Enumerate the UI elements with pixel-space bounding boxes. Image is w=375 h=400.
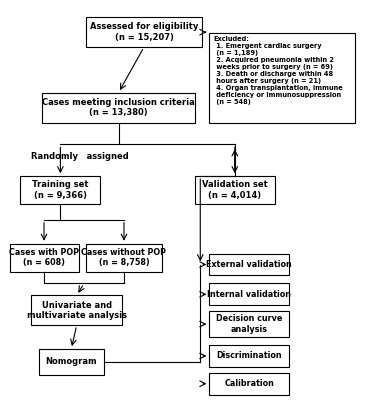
- Bar: [209, 284, 289, 305]
- Text: Excluded:
 1. Emergent cardiac surgery
 (n = 1,189)
 2. Acquired pneumonia withi: Excluded: 1. Emergent cardiac surgery (n…: [214, 36, 342, 105]
- Bar: [209, 311, 289, 337]
- Text: Validation set
(n = 4,014): Validation set (n = 4,014): [202, 180, 268, 200]
- Text: Assessed for eligibility
(n = 15,207): Assessed for eligibility (n = 15,207): [90, 22, 198, 42]
- Bar: [9, 244, 78, 272]
- Text: Internal validation: Internal validation: [207, 290, 291, 299]
- Text: Calibration: Calibration: [224, 379, 274, 388]
- Bar: [39, 349, 104, 375]
- Bar: [86, 244, 162, 272]
- Text: Discrimination: Discrimination: [216, 352, 282, 360]
- Bar: [20, 176, 101, 204]
- Bar: [31, 295, 122, 325]
- Text: External validation: External validation: [207, 260, 292, 269]
- Text: Cases meeting inclusion criteria
(n = 13,380): Cases meeting inclusion criteria (n = 13…: [42, 98, 195, 117]
- Text: Cases without POP
(n = 8,758): Cases without POP (n = 8,758): [81, 248, 166, 267]
- Text: Decision curve
analysis: Decision curve analysis: [216, 314, 282, 334]
- Bar: [86, 17, 202, 47]
- Bar: [209, 33, 355, 122]
- Bar: [195, 176, 275, 204]
- Text: Univariate and
multivariate analysis: Univariate and multivariate analysis: [27, 300, 127, 320]
- Text: Training set
(n = 9,366): Training set (n = 9,366): [32, 180, 88, 200]
- Text: Cases with POP
(n = 608): Cases with POP (n = 608): [9, 248, 79, 267]
- Bar: [42, 93, 195, 122]
- Bar: [209, 373, 289, 395]
- Text: Randomly   assigned: Randomly assigned: [32, 152, 129, 161]
- Bar: [209, 345, 289, 367]
- Text: Nomogram: Nomogram: [45, 357, 97, 366]
- Bar: [209, 254, 289, 276]
